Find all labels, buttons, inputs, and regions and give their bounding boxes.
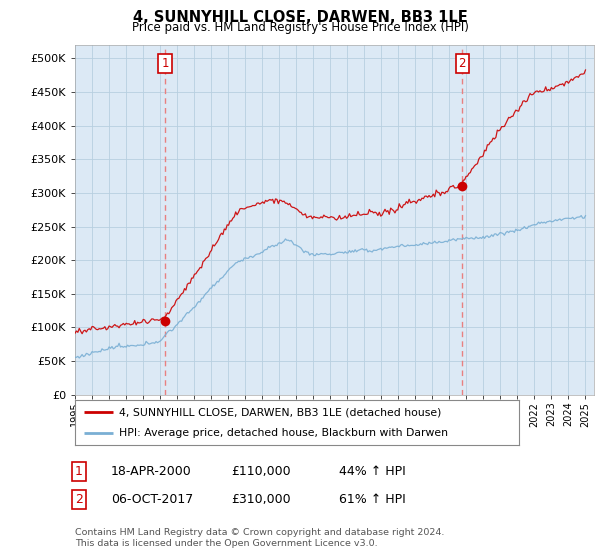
Text: 1: 1 (75, 465, 83, 478)
Text: Contains HM Land Registry data © Crown copyright and database right 2024.
This d: Contains HM Land Registry data © Crown c… (75, 528, 445, 548)
Text: HPI: Average price, detached house, Blackburn with Darwen: HPI: Average price, detached house, Blac… (119, 428, 448, 438)
Text: 61% ↑ HPI: 61% ↑ HPI (339, 493, 406, 506)
Text: £310,000: £310,000 (231, 493, 290, 506)
Text: Price paid vs. HM Land Registry's House Price Index (HPI): Price paid vs. HM Land Registry's House … (131, 21, 469, 34)
Text: 06-OCT-2017: 06-OCT-2017 (111, 493, 193, 506)
Text: 4, SUNNYHILL CLOSE, DARWEN, BB3 1LE (detached house): 4, SUNNYHILL CLOSE, DARWEN, BB3 1LE (det… (119, 408, 442, 418)
Text: 1: 1 (161, 57, 169, 70)
Text: 44% ↑ HPI: 44% ↑ HPI (339, 465, 406, 478)
Text: 2: 2 (458, 57, 466, 70)
Text: £110,000: £110,000 (231, 465, 290, 478)
Text: 4, SUNNYHILL CLOSE, DARWEN, BB3 1LE: 4, SUNNYHILL CLOSE, DARWEN, BB3 1LE (133, 10, 467, 25)
Text: 18-APR-2000: 18-APR-2000 (111, 465, 192, 478)
Text: 2: 2 (75, 493, 83, 506)
